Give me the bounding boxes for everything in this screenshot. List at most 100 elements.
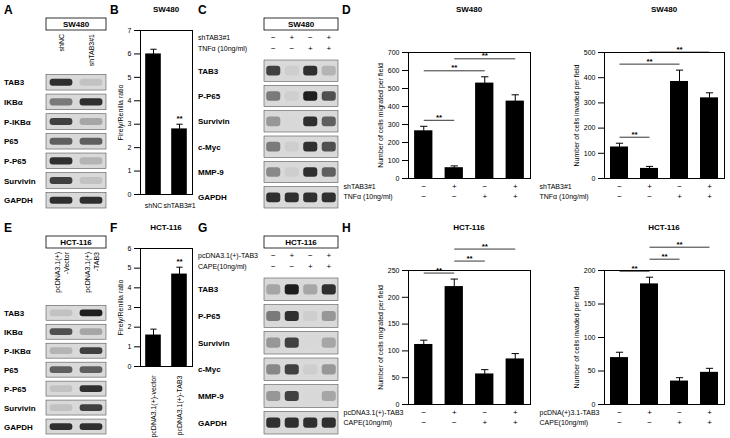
svg-text:B: B xyxy=(110,3,119,17)
svg-text:400: 400 xyxy=(584,74,596,81)
svg-text:−: − xyxy=(289,262,294,271)
svg-text:−: − xyxy=(647,418,652,427)
svg-text:CAPE(10ng/ml): CAPE(10ng/ml) xyxy=(540,419,589,427)
svg-text:150: 150 xyxy=(388,320,400,327)
svg-text:−: − xyxy=(271,44,276,53)
svg-text:IKBα: IKBα xyxy=(4,328,23,337)
svg-text:0: 0 xyxy=(128,363,132,370)
svg-text:+: + xyxy=(677,192,682,201)
svg-text:50: 50 xyxy=(588,367,596,374)
svg-text:TNFα (10ng/ml): TNFα (10ng/ml) xyxy=(540,193,589,201)
svg-text:Firely/Renilla ratio: Firely/Renilla ratio xyxy=(117,84,125,140)
svg-text:4: 4 xyxy=(128,97,132,104)
svg-text:100: 100 xyxy=(388,347,400,354)
svg-text:+: + xyxy=(326,44,331,53)
svg-text:pcDNA(+)3.1-TAB3: pcDNA(+)3.1-TAB3 xyxy=(540,409,600,417)
svg-text:P-P65: P-P65 xyxy=(198,92,221,101)
svg-text:TNFα (10ng/ml): TNFα (10ng/ml) xyxy=(198,45,247,53)
svg-text:−: − xyxy=(482,182,487,191)
svg-text:+: + xyxy=(482,192,487,201)
svg-text:200: 200 xyxy=(584,124,596,131)
svg-text:2: 2 xyxy=(128,323,132,330)
svg-text:**: ** xyxy=(176,257,183,266)
svg-text:−: − xyxy=(308,251,313,260)
svg-text:+: + xyxy=(289,33,294,42)
svg-text:**: ** xyxy=(482,51,489,60)
svg-text:700: 700 xyxy=(388,49,400,56)
svg-text:G: G xyxy=(198,221,207,235)
svg-text:A: A xyxy=(4,3,13,17)
svg-text:+: + xyxy=(326,262,331,271)
svg-text:shTAB3#1: shTAB3#1 xyxy=(344,183,376,190)
svg-text:IKBα: IKBα xyxy=(4,98,23,107)
svg-text:+: + xyxy=(452,408,457,417)
svg-text:HCT-116: HCT-116 xyxy=(285,238,317,247)
svg-text:CAPE(10ng/ml): CAPE(10ng/ml) xyxy=(198,263,247,271)
svg-text:+: + xyxy=(452,182,457,191)
svg-text:c-Myc: c-Myc xyxy=(198,365,221,374)
svg-text:400: 400 xyxy=(388,103,400,110)
svg-text:P-IKBα: P-IKBα xyxy=(4,118,31,127)
svg-text:−: − xyxy=(617,408,622,417)
svg-text:100: 100 xyxy=(584,150,596,157)
svg-text:**: ** xyxy=(631,130,638,139)
svg-text:shTAB3#1: shTAB3#1 xyxy=(88,34,95,66)
svg-text:+: + xyxy=(513,192,518,201)
svg-text:shNC: shNC xyxy=(145,202,163,209)
svg-text:−: − xyxy=(452,192,457,201)
svg-text:P65: P65 xyxy=(4,366,19,375)
svg-text:+: + xyxy=(707,182,712,191)
svg-text:pcDNA3.1(+)-TAB3: pcDNA3.1(+)-TAB3 xyxy=(344,409,404,417)
svg-text:pcDNA3.1(+)-vector: pcDNA3.1(+)-vector xyxy=(150,375,158,438)
svg-text:−: − xyxy=(308,33,313,42)
svg-text:Survivin: Survivin xyxy=(4,404,36,413)
svg-text:6: 6 xyxy=(128,245,132,252)
svg-text:5: 5 xyxy=(128,74,132,81)
svg-text:-TAB3: -TAB3 xyxy=(93,252,100,271)
svg-text:5: 5 xyxy=(128,264,132,271)
svg-text:1: 1 xyxy=(128,343,132,350)
svg-text:HCT-116: HCT-116 xyxy=(60,238,92,247)
svg-text:Survivin: Survivin xyxy=(198,117,230,126)
svg-text:100: 100 xyxy=(584,334,596,341)
svg-text:MMP-9: MMP-9 xyxy=(198,168,224,177)
svg-text:P-P65: P-P65 xyxy=(4,157,27,166)
svg-text:TAB3: TAB3 xyxy=(4,78,25,87)
svg-text:+: + xyxy=(707,408,712,417)
svg-text:−: − xyxy=(617,182,622,191)
svg-text:−: − xyxy=(677,182,682,191)
svg-text:−: − xyxy=(421,408,426,417)
svg-text:F: F xyxy=(110,221,117,235)
svg-text:4: 4 xyxy=(128,284,132,291)
svg-text:+: + xyxy=(707,192,712,201)
svg-text:**: ** xyxy=(451,63,458,72)
svg-text:3: 3 xyxy=(128,304,132,311)
svg-text:Firely/Renilla ratio: Firely/Renilla ratio xyxy=(117,279,125,335)
svg-text:0: 0 xyxy=(592,175,596,182)
svg-text:SW480: SW480 xyxy=(288,20,315,29)
svg-text:50: 50 xyxy=(392,374,400,381)
svg-text:D: D xyxy=(342,3,351,17)
svg-text:+: + xyxy=(326,251,331,260)
svg-text:Survivin: Survivin xyxy=(198,339,230,348)
svg-text:+: + xyxy=(513,418,518,427)
svg-text:**: ** xyxy=(676,240,683,249)
svg-text:+: + xyxy=(308,44,313,53)
svg-text:GAPDH: GAPDH xyxy=(198,193,227,202)
svg-text:MMP-9: MMP-9 xyxy=(198,392,224,401)
svg-text:+: + xyxy=(647,408,652,417)
svg-text:P-P65: P-P65 xyxy=(4,385,27,394)
svg-text:+: + xyxy=(513,408,518,417)
svg-text:**: ** xyxy=(176,114,183,123)
svg-text:−: − xyxy=(421,192,426,201)
svg-text:+: + xyxy=(707,418,712,427)
svg-text:7: 7 xyxy=(128,27,132,34)
svg-text:250: 250 xyxy=(388,267,400,274)
svg-text:Number of cells migrated per f: Number of cells migrated per field xyxy=(377,63,385,168)
svg-text:−: − xyxy=(617,418,622,427)
svg-text:SW480: SW480 xyxy=(63,20,90,29)
svg-text:**: ** xyxy=(676,45,683,54)
svg-text:−: − xyxy=(647,192,652,201)
svg-text:-Vector: -Vector xyxy=(63,251,70,274)
svg-text:GAPDH: GAPDH xyxy=(4,423,33,432)
